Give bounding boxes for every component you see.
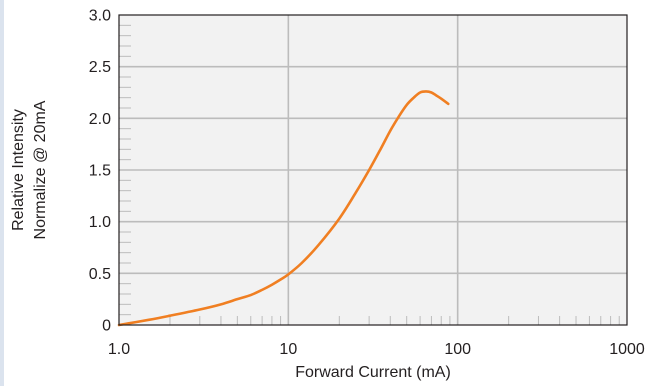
y-tick-labels: 0 0.5 1.0 1.5 2.0 2.5 3.0 (89, 8, 111, 335)
page-edge-strip (0, 0, 4, 386)
y-tick-label: 0.5 (89, 266, 111, 283)
x-axis-title: Forward Current (mA) (295, 364, 451, 381)
y-axis-title-line-2: Normalize @ 20mA (32, 100, 49, 239)
y-tick-label: 2.5 (89, 59, 111, 76)
y-tick-label: 2.0 (89, 111, 111, 128)
minor-ticks (119, 24, 620, 325)
x-tick-label: 1.0 (108, 341, 130, 358)
x-tick-label: 100 (444, 341, 471, 358)
intensity-curve (117, 90, 450, 327)
x-tick-label: 1000 (609, 341, 645, 358)
grid-lines (119, 15, 627, 325)
y-tick-label: 1.0 (89, 214, 111, 231)
y-tick-label: 3.0 (89, 8, 111, 25)
x-tick-labels: 1.0 10 100 1000 (108, 341, 645, 358)
y-axis-title-line-1: Relative Intensity (10, 109, 27, 231)
x-tick-label: 10 (279, 341, 297, 358)
y-tick-label: 1.5 (89, 163, 111, 180)
plot-frame (118, 14, 628, 326)
y-tick-label: 0 (102, 318, 111, 335)
